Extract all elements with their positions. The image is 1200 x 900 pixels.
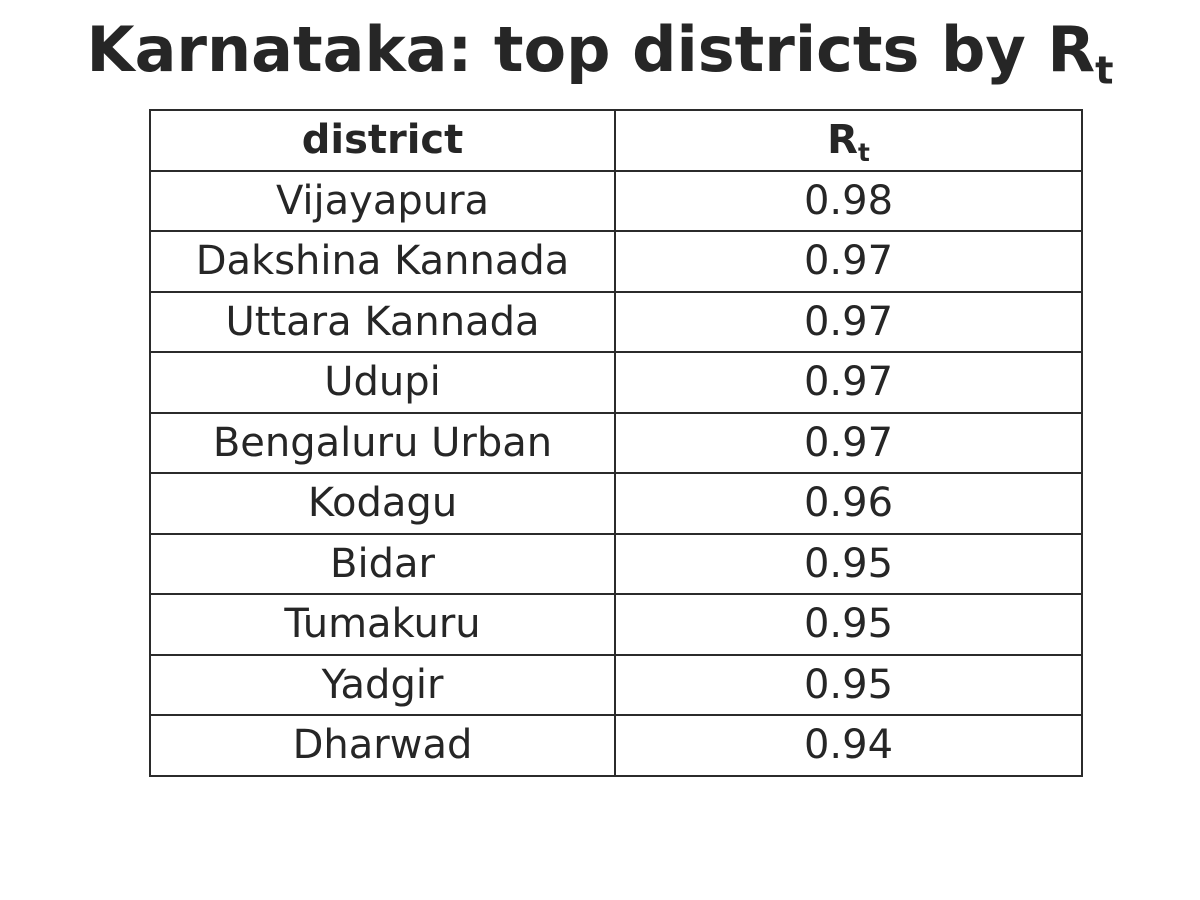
table-row: Tumakuru 0.95	[149, 593, 1083, 656]
table-row: Uttara Kannada 0.97	[149, 290, 1083, 353]
rt-value-cell: 0.97	[614, 351, 1083, 414]
column-header-district: district	[149, 109, 616, 172]
table-row: Yadgir 0.95	[149, 653, 1083, 716]
chart-title-text: Karnataka: top districts by R	[86, 13, 1096, 86]
header-row: district Rt	[149, 109, 1083, 172]
table-row: Dakshina Kannada 0.97	[149, 230, 1083, 293]
table-body: Vijayapura 0.98 Dakshina Kannada 0.97 Uttara…	[149, 169, 1083, 777]
rt-value-cell: 0.97	[614, 411, 1083, 474]
district-cell: Dakshina Kannada	[149, 230, 616, 293]
rt-value-cell: 0.96	[614, 472, 1083, 535]
rt-value-cell: 0.98	[614, 169, 1083, 232]
rt-value-cell: 0.95	[614, 532, 1083, 595]
districts-table: district Rt Vijayapura 0.98 Dakshina Kanna…	[149, 109, 1083, 777]
district-cell: Kodagu	[149, 472, 616, 535]
rt-value-cell: 0.97	[614, 290, 1083, 353]
rt-value-cell: 0.95	[614, 653, 1083, 716]
district-cell: Vijayapura	[149, 169, 616, 232]
column-header-rt-label: R	[827, 117, 858, 164]
table-row: Bidar 0.95	[149, 532, 1083, 595]
table-row: Kodagu 0.96	[149, 472, 1083, 535]
district-cell: Udupi	[149, 351, 616, 414]
table-row: Bengaluru Urban 0.97	[149, 411, 1083, 474]
rt-value-cell: 0.94	[614, 714, 1083, 777]
district-cell: Uttara Kannada	[149, 290, 616, 353]
rt-value-cell: 0.95	[614, 593, 1083, 656]
district-cell: Dharwad	[149, 714, 616, 777]
district-cell: Bidar	[149, 532, 616, 595]
column-header-rt-subscript: t	[857, 138, 870, 168]
column-header-rt: Rt	[614, 109, 1083, 172]
chart-title: Karnataka: top districts by Rt	[0, 8, 1200, 92]
chart-title-subscript: t	[1095, 48, 1114, 94]
table-row: Vijayapura 0.98	[149, 169, 1083, 232]
table-row: Udupi 0.97	[149, 351, 1083, 414]
district-cell: Bengaluru Urban	[149, 411, 616, 474]
district-cell: Yadgir	[149, 653, 616, 716]
table-row: Dharwad 0.94	[149, 714, 1083, 777]
rt-value-cell: 0.97	[614, 230, 1083, 293]
column-header-district-label: district	[301, 117, 464, 164]
district-cell: Tumakuru	[149, 593, 616, 656]
